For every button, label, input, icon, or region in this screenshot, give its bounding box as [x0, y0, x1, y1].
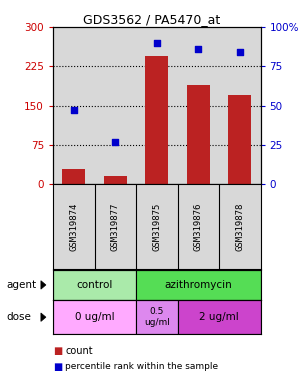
Point — [196, 46, 201, 52]
Text: dose: dose — [6, 312, 31, 322]
Text: GSM319878: GSM319878 — [235, 202, 244, 251]
Text: GSM319876: GSM319876 — [194, 202, 203, 251]
Text: ■: ■ — [53, 346, 62, 356]
Bar — [53, 300, 136, 334]
Text: GSM319875: GSM319875 — [152, 202, 161, 251]
Bar — [104, 177, 127, 184]
Text: agent: agent — [6, 280, 36, 290]
Text: 0.5
ug/ml: 0.5 ug/ml — [144, 308, 170, 327]
Text: percentile rank within the sample: percentile rank within the sample — [65, 362, 218, 371]
Bar — [53, 270, 136, 300]
Text: ■: ■ — [53, 362, 62, 372]
Bar — [187, 84, 210, 184]
Bar — [62, 169, 85, 184]
Text: 2 ug/ml: 2 ug/ml — [199, 312, 239, 322]
Text: GSM319874: GSM319874 — [69, 202, 78, 251]
Text: control: control — [76, 280, 113, 290]
Bar — [145, 56, 168, 184]
Text: 0 ug/ml: 0 ug/ml — [75, 312, 114, 322]
Text: GDS3562 / PA5470_at: GDS3562 / PA5470_at — [83, 13, 220, 26]
Bar — [228, 95, 251, 184]
Text: GSM319877: GSM319877 — [111, 202, 120, 251]
Point — [72, 107, 76, 113]
Text: azithromycin: azithromycin — [165, 280, 232, 290]
Point — [238, 49, 242, 55]
Bar — [178, 300, 261, 334]
Point — [113, 139, 118, 145]
Bar — [136, 270, 261, 300]
Point — [155, 40, 159, 46]
Text: count: count — [65, 346, 93, 356]
Bar — [136, 300, 178, 334]
